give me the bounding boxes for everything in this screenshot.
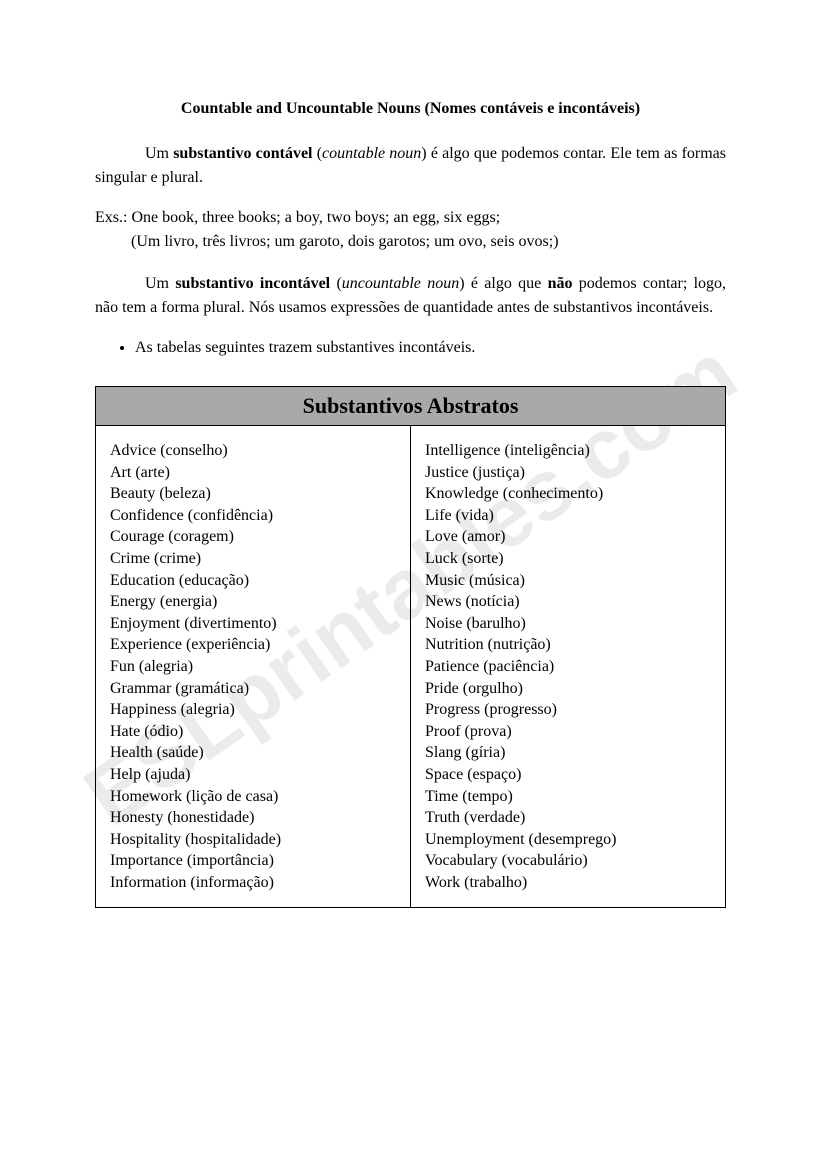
para1-open: ( [313,145,323,162]
noun-item: Help (ajuda) [110,764,396,786]
para2-italic: uncountable noun [342,275,459,292]
noun-item: Experience (experiência) [110,634,396,656]
noun-item: Happiness (alegria) [110,699,396,721]
noun-item: Unemployment (desemprego) [425,829,711,851]
noun-item: Knowledge (conhecimento) [425,483,711,505]
table-column-left: Advice (conselho) Art (arte) Beauty (bel… [96,426,411,907]
examples-line2: (Um livro, três livros; um garoto, dois … [95,230,726,254]
para1-prefix: Um [145,145,173,162]
noun-item: Truth (verdade) [425,807,711,829]
noun-item: Importance (importância) [110,850,396,872]
noun-item: Time (tempo) [425,786,711,808]
noun-item: Pride (orgulho) [425,678,711,700]
noun-item: Advice (conselho) [110,440,396,462]
para2-prefix: Um [145,275,175,292]
para1-bold: substantivo contável [173,145,312,162]
examples-block: Exs.: One book, three books; a boy, two … [95,206,726,254]
noun-item: Homework (lição de casa) [110,786,396,808]
bullet-item: As tabelas seguintes trazem substantives… [135,336,726,360]
noun-item: Enjoyment (divertimento) [110,613,396,635]
paragraph-countable: Um substantivo contável (countable noun)… [95,142,726,190]
noun-item: Fun (alegria) [110,656,396,678]
paragraph-uncountable: Um substantivo incontável (uncountable n… [95,272,726,320]
noun-item: Vocabulary (vocabulário) [425,850,711,872]
noun-item: Intelligence (inteligência) [425,440,711,462]
examples-line1: Exs.: One book, three books; a boy, two … [95,206,726,230]
noun-item: Justice (justiça) [425,462,711,484]
document-content: Countable and Uncountable Nouns (Nomes c… [95,100,726,908]
noun-item: Proof (prova) [425,721,711,743]
noun-item: Progress (progresso) [425,699,711,721]
noun-item: Love (amor) [425,526,711,548]
noun-item: Grammar (gramática) [110,678,396,700]
noun-item: Noise (barulho) [425,613,711,635]
table-column-right: Intelligence (inteligência) Justice (jus… [411,426,725,907]
para2-bold1: substantivo incontável [175,275,330,292]
para2-mid: ) é algo que [459,275,547,292]
page-title: Countable and Uncountable Nouns (Nomes c… [95,100,726,118]
noun-item: Hospitality (hospitalidade) [110,829,396,851]
noun-item: Patience (paciência) [425,656,711,678]
noun-item: Work (trabalho) [425,872,711,894]
table-body: Advice (conselho) Art (arte) Beauty (bel… [96,426,725,907]
noun-item: Energy (energia) [110,591,396,613]
noun-item: Crime (crime) [110,548,396,570]
para2-bold2: não [548,275,573,292]
noun-item: Music (música) [425,570,711,592]
table-header: Substantivos Abstratos [96,387,725,426]
para1-italic: countable noun [322,145,421,162]
noun-item: Information (informação) [110,872,396,894]
noun-item: Health (saúde) [110,742,396,764]
noun-item: Honesty (honestidade) [110,807,396,829]
noun-item: Beauty (beleza) [110,483,396,505]
noun-item: Education (educação) [110,570,396,592]
para2-open: ( [330,275,342,292]
noun-item: Courage (coragem) [110,526,396,548]
bullet-list: As tabelas seguintes trazem substantives… [135,336,726,360]
noun-item: Hate (ódio) [110,721,396,743]
noun-item: Life (vida) [425,505,711,527]
abstract-nouns-table: Substantivos Abstratos Advice (conselho)… [95,386,726,908]
noun-item: News (notícia) [425,591,711,613]
noun-item: Space (espaço) [425,764,711,786]
noun-item: Nutrition (nutrição) [425,634,711,656]
noun-item: Confidence (confidência) [110,505,396,527]
noun-item: Luck (sorte) [425,548,711,570]
noun-item: Art (arte) [110,462,396,484]
noun-item: Slang (gíria) [425,742,711,764]
